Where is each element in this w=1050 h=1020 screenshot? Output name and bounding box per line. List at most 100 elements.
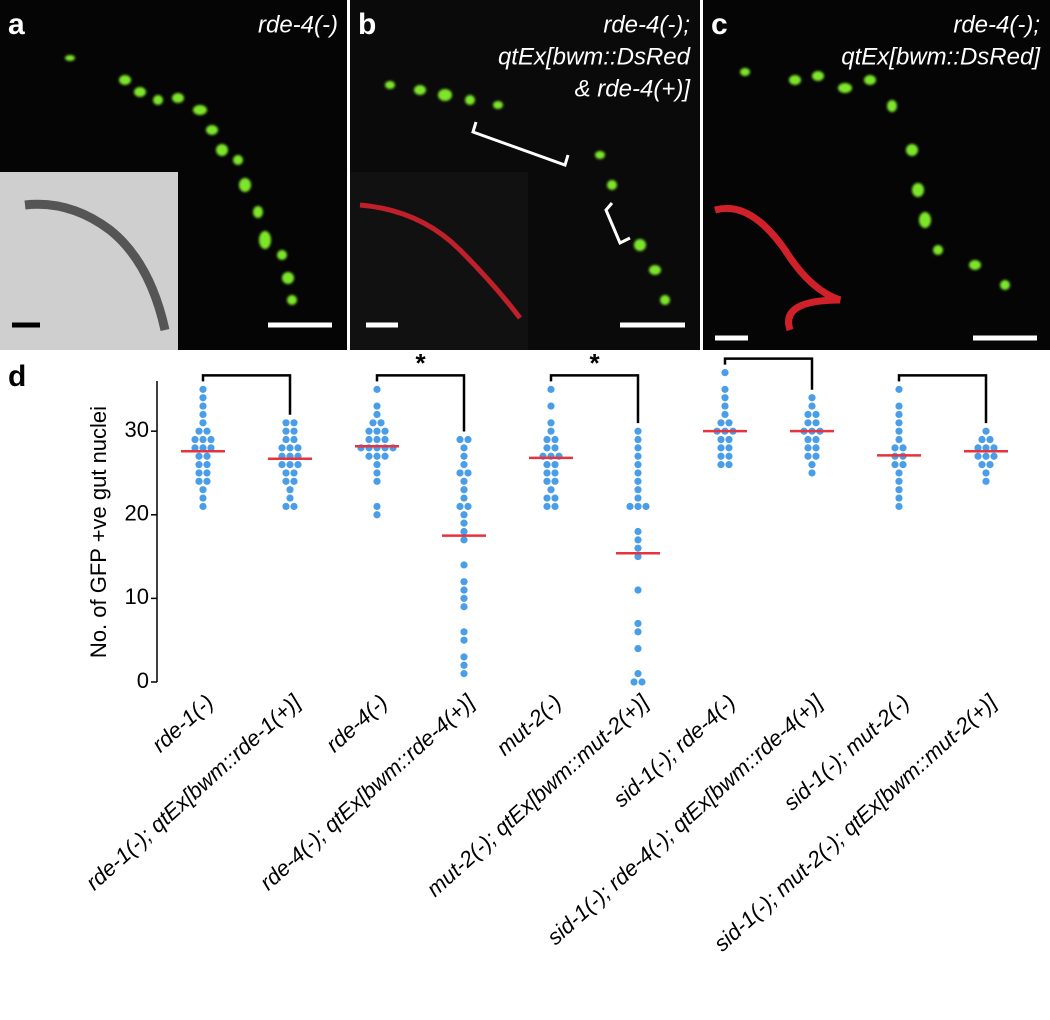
data-dot xyxy=(717,444,725,452)
data-dot xyxy=(990,444,998,452)
data-dot xyxy=(460,561,468,569)
data-dot xyxy=(381,427,389,435)
data-dot xyxy=(373,469,381,477)
data-dot xyxy=(721,394,729,402)
data-dot xyxy=(199,486,207,494)
data-dot xyxy=(203,469,211,477)
data-dot xyxy=(460,536,468,544)
data-dot xyxy=(808,469,816,477)
data-dot xyxy=(460,511,468,519)
data-dot xyxy=(373,385,381,393)
data-dot xyxy=(282,477,290,485)
data-dot xyxy=(634,552,642,561)
data-dot xyxy=(642,502,650,511)
data-dot xyxy=(290,502,298,511)
data-dot xyxy=(986,435,994,444)
data-dot xyxy=(460,486,468,494)
data-dot xyxy=(460,653,468,661)
data-dot xyxy=(634,644,642,653)
data-dot xyxy=(634,502,642,511)
data-dot xyxy=(199,394,207,402)
data-dot xyxy=(721,369,729,377)
data-dot xyxy=(460,636,468,644)
data-dot xyxy=(634,469,642,477)
data-dot xyxy=(365,435,373,444)
panel-c: c rde-4(-); qtEx[bwm::DsRed] xyxy=(703,0,1050,350)
panel-caption: & rde-4(+)] xyxy=(575,75,692,102)
data-dot xyxy=(456,469,464,477)
panel-caption: qtEx[bwm::DsRed] xyxy=(841,43,1041,70)
data-dot xyxy=(547,385,555,393)
data-dot xyxy=(282,502,290,511)
data-dot xyxy=(804,435,812,444)
data-dot xyxy=(207,435,215,444)
data-dot xyxy=(373,452,381,460)
panel-caption: rde-4(-) xyxy=(258,11,338,38)
data-dot xyxy=(804,419,812,427)
data-dot xyxy=(377,419,385,427)
data-dot xyxy=(551,444,559,452)
data-dot xyxy=(191,435,199,444)
data-dot xyxy=(634,477,642,485)
data-dot xyxy=(203,452,211,460)
data-dot xyxy=(460,603,468,611)
comparison-bracket xyxy=(897,374,988,424)
x-tick-label: mut-2(-) xyxy=(491,689,566,760)
data-dot xyxy=(203,461,211,469)
data-dot xyxy=(460,444,468,452)
data-dot xyxy=(543,469,551,477)
data-dot xyxy=(895,494,903,502)
data-dot xyxy=(899,444,907,452)
data-dot xyxy=(199,494,207,502)
data-dot xyxy=(634,461,642,469)
data-dot xyxy=(199,419,207,427)
bracket xyxy=(604,202,631,246)
data-dot xyxy=(373,435,381,444)
data-dot xyxy=(195,477,203,485)
data-dot xyxy=(982,452,990,460)
data-dot xyxy=(634,427,642,435)
data-dot xyxy=(381,435,389,444)
data-dot xyxy=(464,469,472,477)
data-dot xyxy=(895,402,903,410)
data-dot xyxy=(373,502,381,511)
data-dot xyxy=(373,410,381,419)
data-dot xyxy=(634,586,642,594)
data-dot xyxy=(464,502,472,511)
data-dot xyxy=(634,628,642,636)
data-dot xyxy=(286,461,294,469)
data-dot xyxy=(551,469,559,477)
data-dot xyxy=(290,477,298,485)
gfp-nuclei xyxy=(65,55,297,305)
data-dot xyxy=(294,461,302,469)
data-dot xyxy=(290,469,298,477)
data-dot xyxy=(804,452,812,460)
data-dot xyxy=(895,469,903,477)
data-dot xyxy=(717,419,725,427)
data-dot xyxy=(199,444,207,452)
worm xyxy=(24,199,170,331)
data-dot xyxy=(721,402,729,410)
data-dot xyxy=(978,435,986,444)
data-dot xyxy=(895,477,903,485)
data-dot xyxy=(634,435,642,444)
data-dot xyxy=(543,461,551,469)
data-dot xyxy=(717,452,725,460)
data-dot xyxy=(369,419,377,427)
worm xyxy=(714,204,842,332)
data-dot xyxy=(543,444,551,452)
panel-caption: rde-4(-); xyxy=(603,11,690,38)
data-dot xyxy=(634,527,642,536)
data-dot xyxy=(282,435,290,444)
data-dot xyxy=(899,461,907,469)
data-dot xyxy=(460,494,468,502)
data-dot xyxy=(456,435,464,444)
panel-letter: b xyxy=(358,8,376,41)
data-dot xyxy=(804,444,812,452)
data-dot xyxy=(290,427,298,435)
data-dot xyxy=(460,477,468,485)
data-dot xyxy=(373,477,381,485)
data-dot xyxy=(982,469,990,477)
data-dot xyxy=(456,502,464,511)
data-dot xyxy=(460,461,468,469)
